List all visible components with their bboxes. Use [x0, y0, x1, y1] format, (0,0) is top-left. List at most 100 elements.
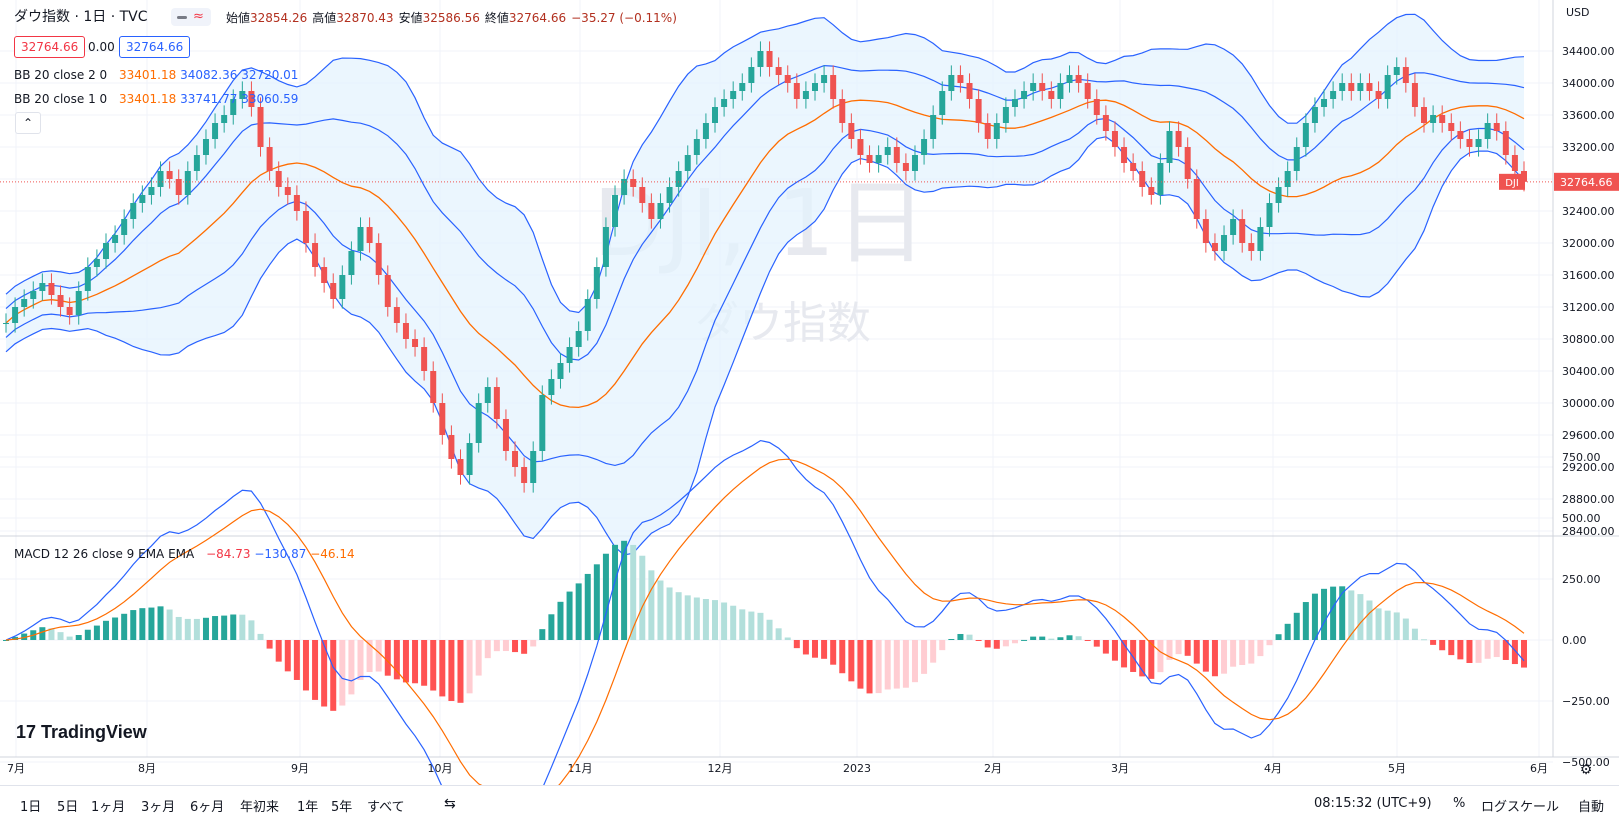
- macd-histogram-bar: [1239, 640, 1246, 666]
- macd-tick: −250.00: [1562, 695, 1610, 708]
- macd-histogram-bar: [811, 640, 818, 658]
- ohlc-value: 32870.43: [336, 11, 394, 25]
- macd-histogram-bar: [1039, 636, 1046, 640]
- macd-histogram-bar: [102, 620, 109, 640]
- macd-tick: 500.00: [1562, 512, 1601, 525]
- candle-body: [1184, 147, 1191, 179]
- candle-body: [1384, 75, 1391, 99]
- currency-label[interactable]: USD: [1566, 6, 1590, 19]
- macd-histogram-bar: [384, 640, 391, 676]
- macd-histogram-bar: [284, 640, 291, 672]
- range-button[interactable]: 3ヶ月: [141, 800, 176, 815]
- macd-histogram-bar: [621, 540, 628, 640]
- candle-body: [757, 51, 764, 67]
- candle-body: [712, 107, 719, 123]
- macd-histogram-bar: [175, 616, 182, 640]
- range-button[interactable]: すべて: [367, 800, 405, 815]
- candle-body: [657, 203, 664, 219]
- collapse-legend-button[interactable]: ⌃: [15, 112, 41, 134]
- macd-histogram-bar: [566, 591, 573, 640]
- candle-body: [248, 91, 255, 107]
- macd-histogram-bar: [493, 640, 500, 652]
- macd-histogram-bar: [466, 640, 473, 694]
- range-button[interactable]: 5年: [331, 800, 353, 815]
- price-tick: 30400.00: [1562, 365, 1615, 378]
- candle-body: [1211, 243, 1218, 251]
- candle-body: [293, 195, 300, 211]
- macd-histogram-bar: [666, 587, 673, 640]
- macd-histogram-bar: [1439, 640, 1446, 651]
- candle-body: [1302, 123, 1309, 147]
- range-button[interactable]: 年初来: [240, 800, 280, 815]
- percent-toggle[interactable]: %: [1453, 796, 1466, 811]
- macd-histogram-bar: [1002, 640, 1009, 647]
- candle-body: [157, 171, 164, 187]
- candle-body: [593, 267, 600, 299]
- candle-body: [393, 307, 400, 323]
- time-tick: 10月: [428, 762, 453, 775]
- bb1-legend[interactable]: BB 20 close 1 0 33401.18 33741.77 33060.…: [14, 92, 298, 106]
- macd-histogram-bar: [1139, 640, 1146, 677]
- candle-body: [1275, 187, 1282, 203]
- candle-body: [1348, 83, 1355, 91]
- range-button[interactable]: 1日: [20, 800, 42, 815]
- log-scale-toggle[interactable]: ログスケール: [1481, 800, 1560, 815]
- macd-histogram-bar: [230, 614, 237, 640]
- ohlc-label: 高値: [312, 11, 337, 25]
- date-range-icon[interactable]: ⇆: [444, 796, 456, 812]
- auto-scale-toggle[interactable]: 自動: [1578, 800, 1605, 815]
- macd-histogram-bar: [421, 640, 428, 686]
- macd-histogram-bar: [184, 618, 191, 640]
- macd-histogram-bar: [939, 640, 946, 651]
- settings-gear-icon[interactable]: ⚙: [1580, 762, 1593, 778]
- macd-histogram-bar: [121, 613, 128, 640]
- candle-body: [21, 299, 28, 307]
- macd-histogram-bar: [302, 640, 309, 691]
- candle-body: [502, 419, 509, 451]
- macd-histogram-bar: [1402, 618, 1409, 640]
- candle-body: [739, 83, 746, 91]
- range-button[interactable]: 1年: [297, 800, 319, 815]
- candle-body: [1321, 99, 1328, 107]
- macd-histogram-bar: [1130, 640, 1137, 672]
- macd-histogram-bar: [975, 640, 982, 641]
- macd-histogram-bar: [293, 640, 300, 680]
- price-tick: 34000.00: [1562, 77, 1615, 90]
- range-button[interactable]: 6ヶ月: [190, 800, 225, 815]
- macd-histogram-bar: [130, 610, 137, 640]
- candle-body: [893, 147, 900, 163]
- macd-histogram-bar: [866, 640, 873, 694]
- tradingview-logo[interactable]: 17 TradingView: [16, 722, 147, 743]
- macd-histogram-bar: [221, 615, 228, 640]
- candle-body: [957, 75, 964, 83]
- macd-histogram-bar: [757, 612, 764, 640]
- ask-price-box[interactable]: 32764.66: [119, 36, 191, 58]
- visibility-toggle[interactable]: ≈: [171, 8, 211, 26]
- bb2-legend[interactable]: BB 20 close 2 0 33401.18 34082.36 32720.…: [14, 68, 298, 82]
- candle-body: [666, 187, 673, 203]
- candle-body: [911, 155, 918, 171]
- candle-body: [148, 187, 155, 195]
- macd-histogram-bar: [66, 636, 73, 640]
- candle-body: [902, 163, 909, 171]
- macd-histogram-bar: [366, 640, 373, 673]
- candle-body: [1393, 67, 1400, 75]
- candle-body: [793, 83, 800, 99]
- candle-body: [1002, 107, 1009, 123]
- candle-body: [1339, 83, 1346, 91]
- macd-histogram-bar: [502, 640, 509, 652]
- price-tick: 32000.00: [1562, 237, 1615, 250]
- range-button[interactable]: 1ヶ月: [91, 800, 126, 815]
- symbol-title[interactable]: ダウ指数 · 1日 · TVC: [14, 9, 148, 25]
- macd-histogram-bar: [675, 592, 682, 640]
- macd-histogram-bar: [257, 633, 264, 640]
- macd-histogram-bar: [1466, 640, 1473, 663]
- bid-price-box[interactable]: 32764.66: [14, 36, 86, 58]
- macd-legend[interactable]: MACD 12 26 close 9 EMA EMA −84.73 −130.8…: [14, 547, 355, 561]
- candle-body: [357, 227, 364, 251]
- symbol-badge-label: DJI: [1505, 178, 1519, 189]
- macd-histogram-bar: [1430, 640, 1437, 645]
- macd-histogram-bar: [830, 640, 837, 665]
- range-button[interactable]: 5日: [57, 800, 79, 815]
